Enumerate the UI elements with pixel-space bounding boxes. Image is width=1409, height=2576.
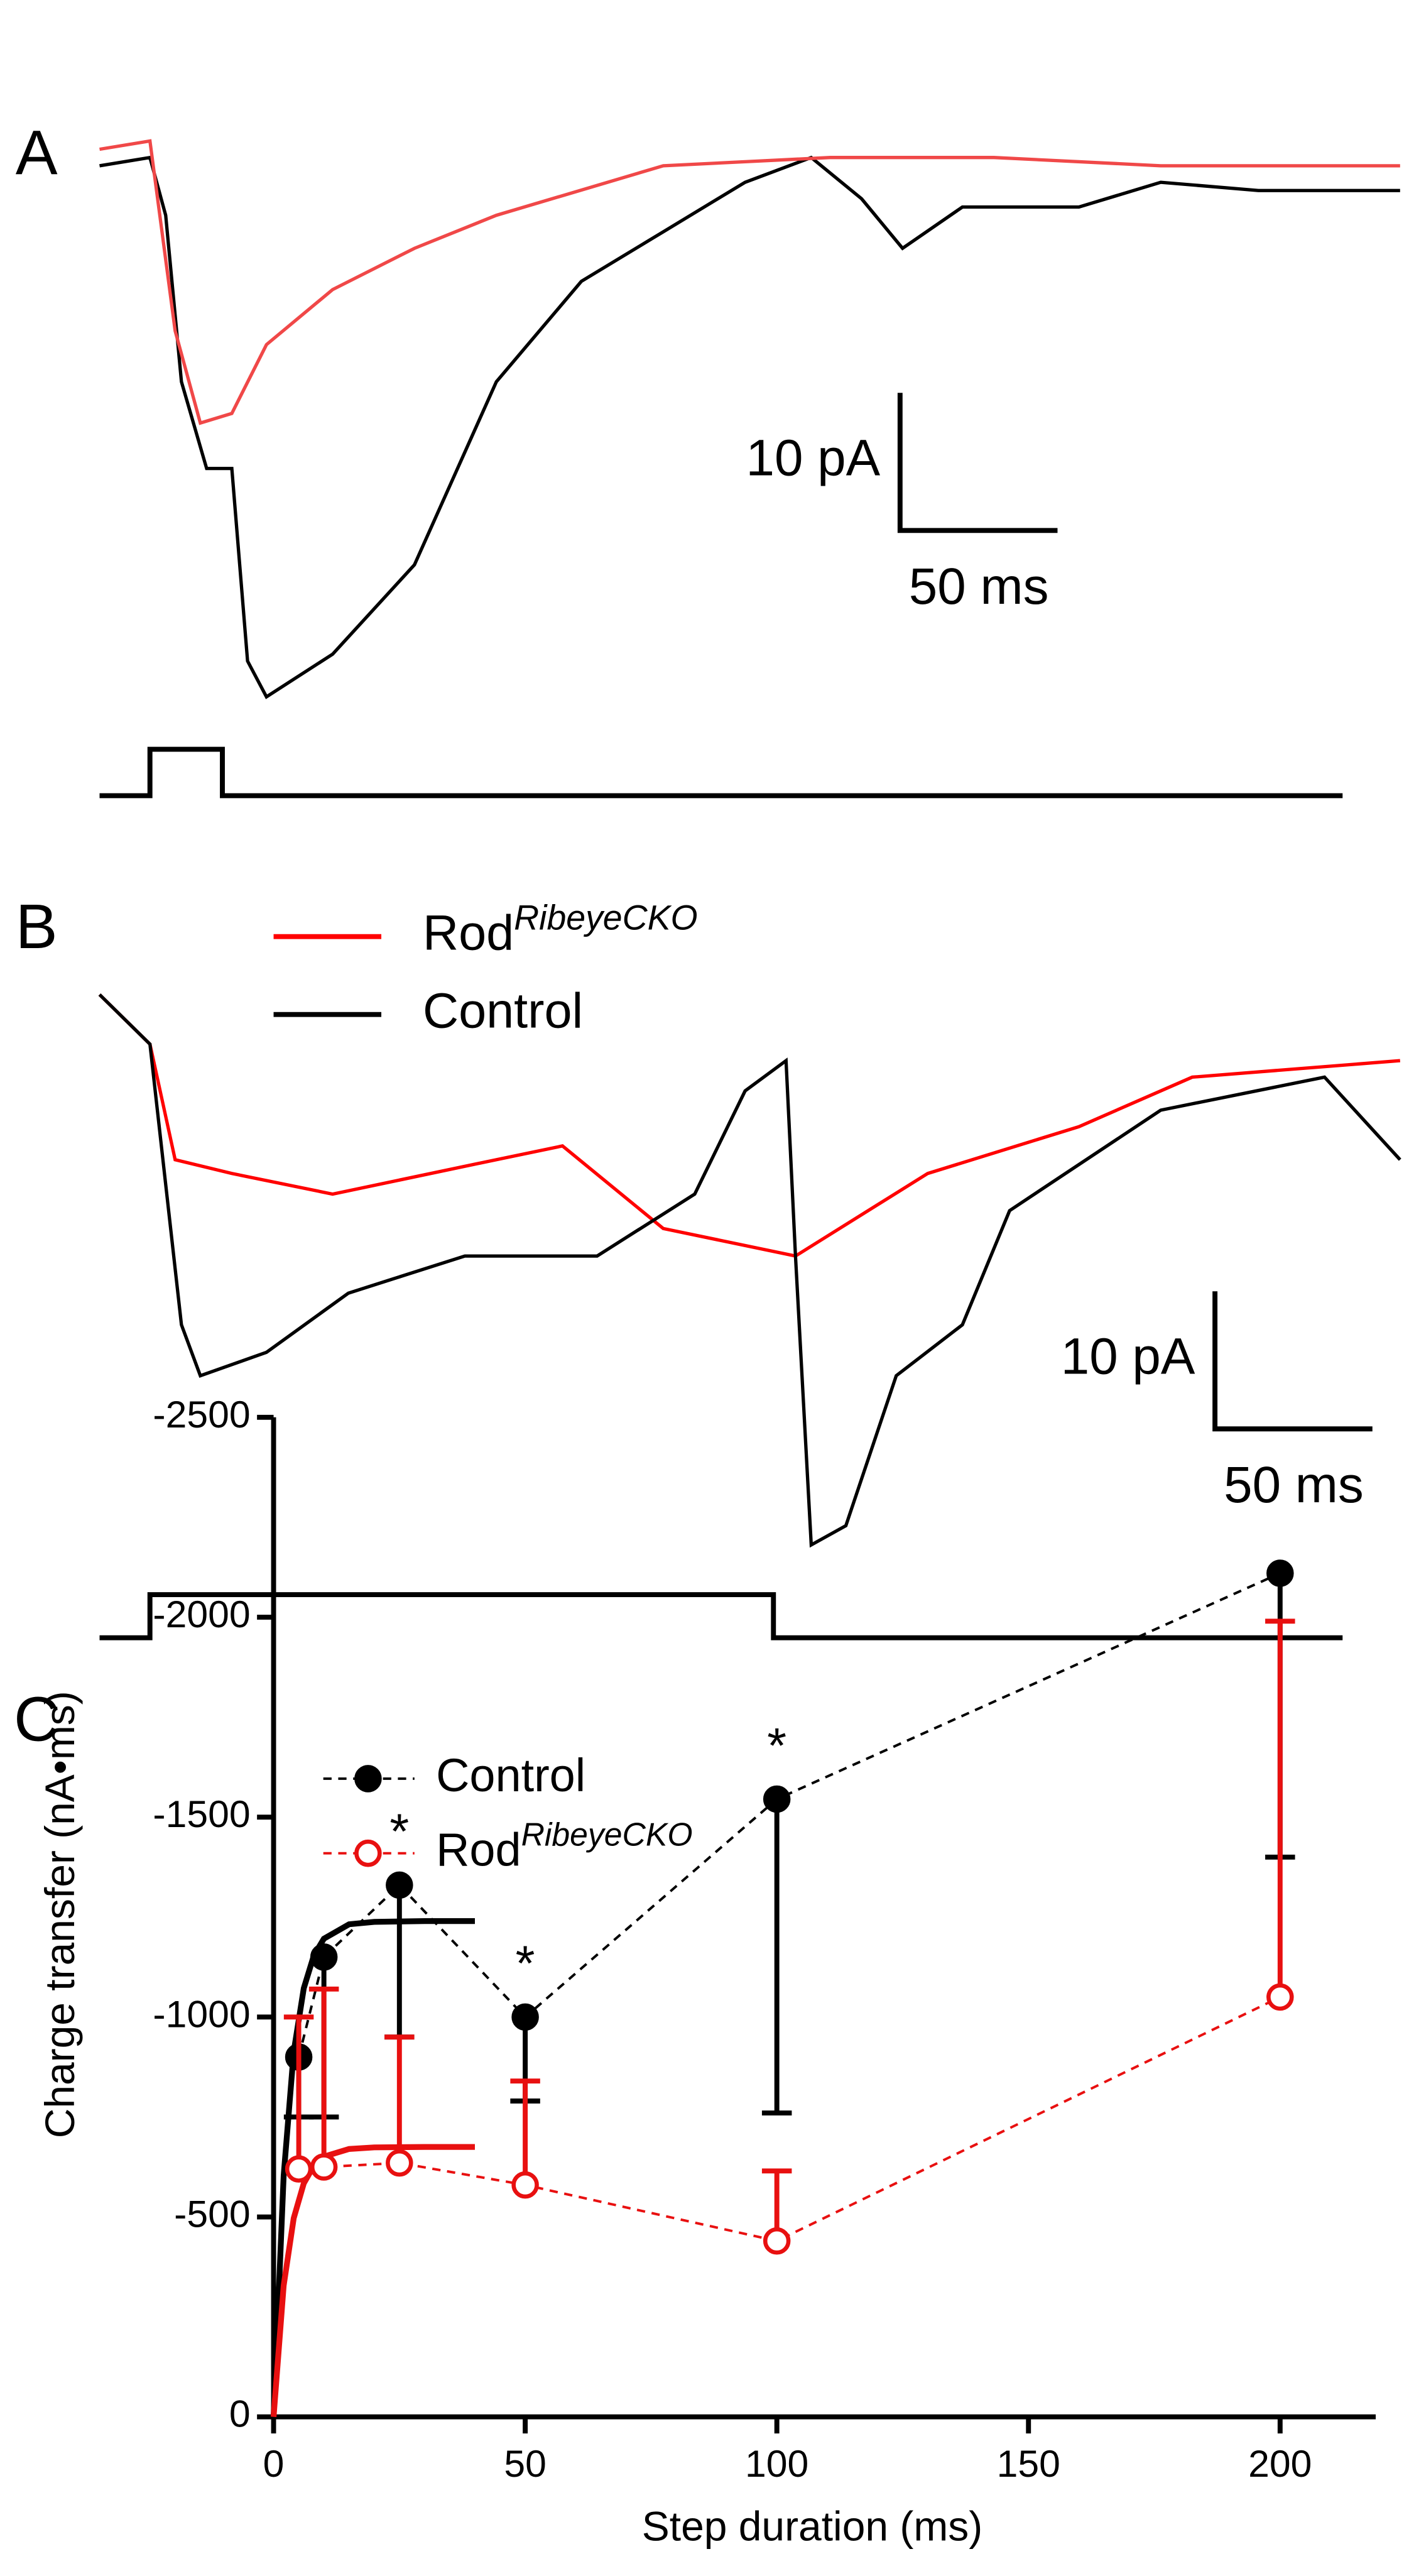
x-axis-label: Step duration (ms) xyxy=(642,2503,982,2550)
legend-name: Control xyxy=(423,983,583,1039)
legend-marker xyxy=(354,1839,382,1867)
legend-name: Control xyxy=(436,1749,585,1801)
fit-curve xyxy=(270,2144,475,2418)
error-bar xyxy=(384,2034,415,2163)
data-point xyxy=(1266,1559,1294,1587)
legend-label: Control xyxy=(436,1749,585,1801)
y-tick-label: 0 xyxy=(229,2393,251,2435)
data-point xyxy=(310,2153,338,2181)
trace xyxy=(99,155,1400,699)
significance-mark: * xyxy=(389,1803,409,1859)
significance-mark: * xyxy=(516,1935,535,1991)
data-point xyxy=(763,2227,791,2255)
error-bar xyxy=(761,1799,792,2116)
x-tick-label: 100 xyxy=(745,2442,808,2485)
y-tick-label: -1500 xyxy=(153,1793,250,1835)
data-point xyxy=(511,2171,539,2199)
stimulus xyxy=(99,1592,1343,1640)
y-axis-label: Charge transfer (nA•ms) xyxy=(36,1691,83,2138)
data-point xyxy=(310,1943,338,1971)
series-line xyxy=(298,1995,1281,2242)
error-bar xyxy=(283,2014,314,2169)
trace xyxy=(98,993,1401,1258)
legend-marker xyxy=(354,1765,382,1793)
legend-label: RodRibeyeCKO xyxy=(436,1816,692,1875)
x-tick-label: 150 xyxy=(997,2442,1060,2485)
legend-name: Rod xyxy=(436,1823,521,1875)
data-point xyxy=(511,2003,539,2031)
legend-name: Rod xyxy=(423,905,514,961)
panel-label: C xyxy=(14,1684,59,1754)
scale-x-label: 50 ms xyxy=(1224,1456,1364,1514)
error-bar xyxy=(384,1885,415,2040)
scale-y-label: 10 pA xyxy=(746,429,880,486)
y-tick-label: -500 xyxy=(174,2193,250,2235)
scale-bar xyxy=(1212,1291,1373,1432)
panel-label: A xyxy=(16,117,58,188)
x-tick-label: 200 xyxy=(1248,2442,1312,2485)
trace xyxy=(99,139,1400,425)
legend-label: RodRibeyeCKO xyxy=(423,898,698,961)
data-point xyxy=(386,2149,413,2177)
panel-label: B xyxy=(16,892,58,962)
data-point xyxy=(1266,1983,1294,2011)
y-tick-label: -2000 xyxy=(153,1593,250,1635)
error-bar xyxy=(1265,1618,1295,1997)
x-tick-label: 0 xyxy=(263,2442,285,2485)
x-tick-label: 50 xyxy=(504,2442,546,2485)
error-bar xyxy=(308,1986,339,2167)
legend-sup: RibeyeCKO xyxy=(521,1816,693,1852)
stimulus xyxy=(99,746,1343,799)
legend-label: Control xyxy=(423,983,583,1039)
data-point xyxy=(763,1785,791,1813)
significance-mark: * xyxy=(767,1717,786,1773)
scale-bar xyxy=(897,393,1058,533)
legend-sup: RibeyeCKO xyxy=(514,898,697,937)
data-point xyxy=(285,2155,313,2183)
data-point xyxy=(386,1871,413,1899)
series-line xyxy=(297,1572,1281,2058)
error-bar xyxy=(510,2078,540,2185)
scale-x-label: 50 ms xyxy=(909,558,1049,615)
scale-y-label: 10 pA xyxy=(1061,1328,1195,1385)
y-tick-label: -1000 xyxy=(153,1992,250,2035)
y-tick-label: -2500 xyxy=(153,1393,250,1436)
trace xyxy=(98,993,1401,1548)
